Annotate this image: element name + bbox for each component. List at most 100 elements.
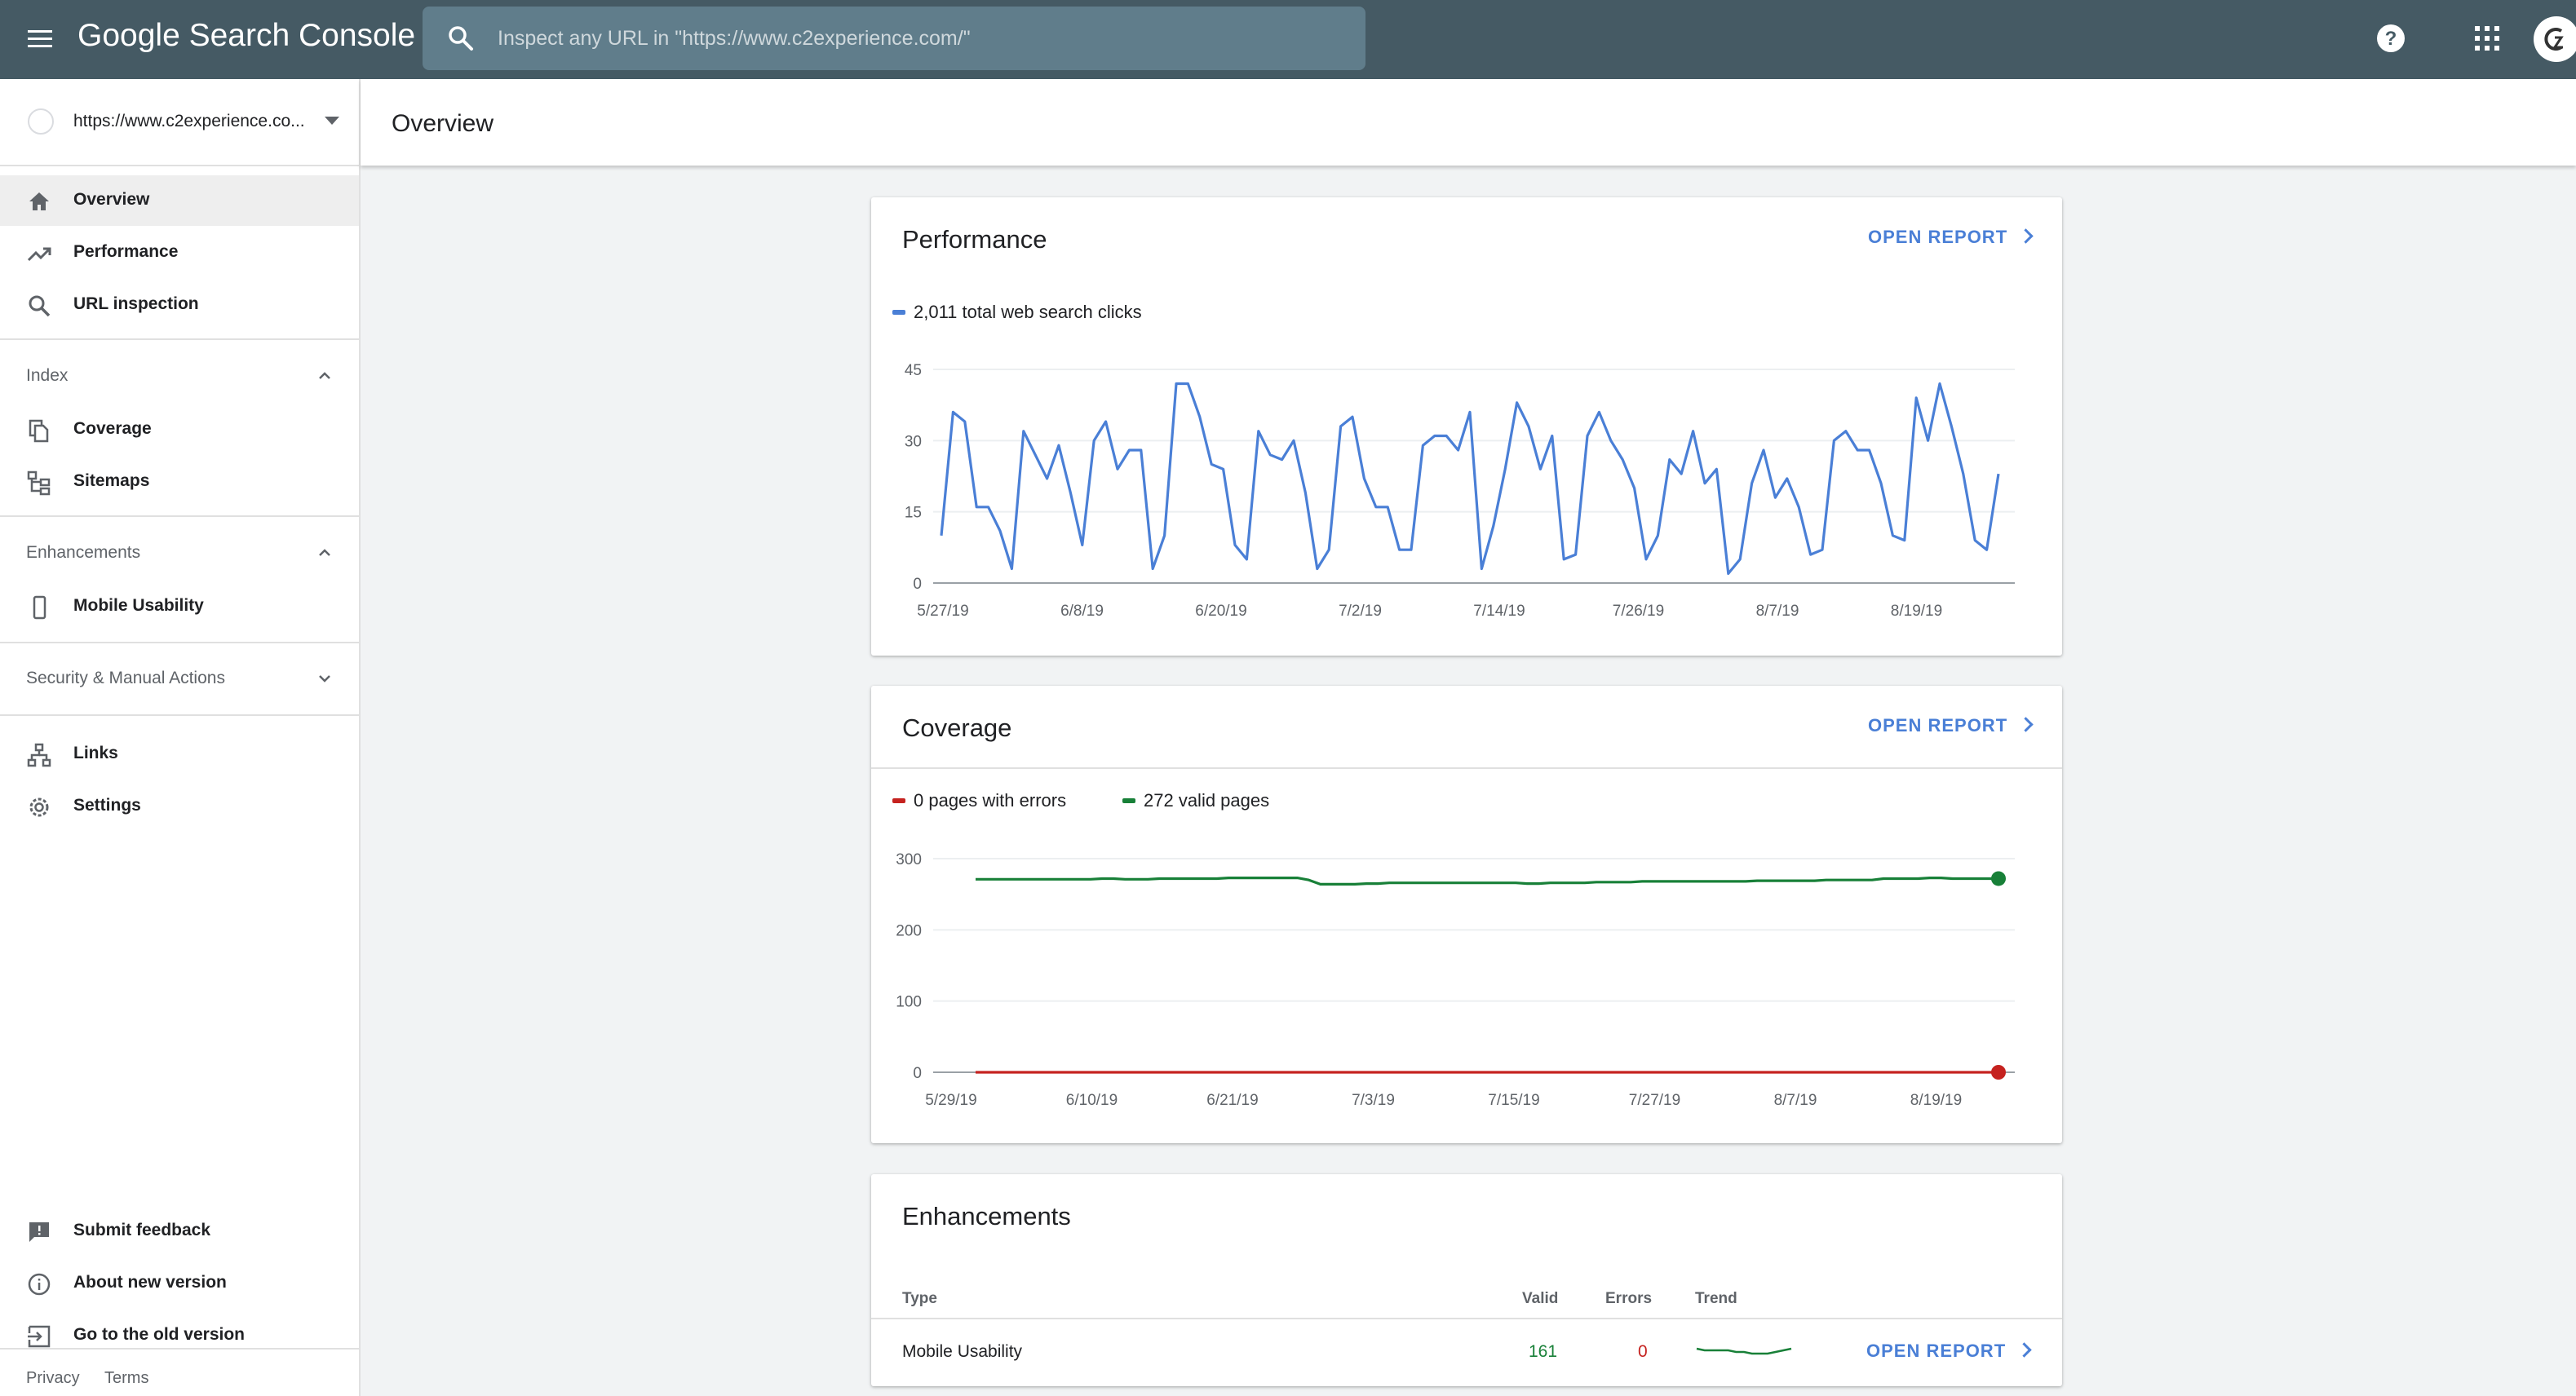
sidebar-item-label: About new version [73,1273,227,1292]
menu-icon[interactable] [24,21,57,57]
help-icon[interactable]: ? [2375,23,2406,54]
column-header-type: Type [902,1290,937,1307]
x-tick-label: 7/2/19 [1339,603,1382,620]
x-tick-label: 6/8/19 [1060,603,1104,620]
card-divider [871,767,2062,769]
y-tick-label: 30 [905,433,922,450]
divider [0,714,359,716]
divider [0,515,359,517]
x-tick-label: 7/3/19 [1352,1092,1395,1109]
sidebar-item-submit-feedback[interactable]: Submit feedback [0,1206,359,1257]
page-header: Overview [361,79,2576,166]
apps-grid-icon[interactable] [2475,26,2499,51]
url-inspect-search[interactable] [423,7,1365,70]
sidebar-item-about-new-version[interactable]: About new version [0,1258,359,1309]
terms-link[interactable]: Terms [104,1369,149,1387]
column-header-errors: Errors [1605,1290,1653,1307]
chevron-down-icon[interactable] [315,669,334,688]
sitemap-icon [26,470,52,496]
section-heading: Enhancements [26,543,141,562]
performance-card: Performance OPEN REPORT 2,011 total web … [871,197,2062,656]
coverage-legend-errors[interactable]: 0 pages with errors [892,790,1066,811]
divider [0,642,359,643]
x-tick-label: 7/14/19 [1473,603,1525,620]
series-line [976,877,1998,886]
enhancement-open-report-button[interactable]: OPEN REPORT [1866,1341,2032,1362]
y-tick-label: 300 [896,851,922,868]
sidebar-item-url-inspection[interactable]: URL inspection [0,280,359,330]
y-tick-label: 100 [896,994,922,1011]
coverage-legend-valid[interactable]: 272 valid pages [1122,790,1269,811]
chevron-up-icon[interactable] [315,366,334,386]
column-header-trend: Trend [1695,1290,1737,1307]
x-tick-label: 8/19/19 [1891,603,1942,620]
top-bar: Google Search Console ? [0,0,2576,79]
y-tick-label: 0 [913,576,922,593]
app-title[interactable]: Google Search Console [77,18,416,53]
card-title: Performance [902,225,1047,254]
links-icon [26,742,52,768]
divider [0,338,359,340]
sidebar-item-sitemaps[interactable]: Sitemaps [0,457,359,507]
x-tick-label: 7/15/19 [1488,1092,1539,1109]
sidebar-item-label: Links [73,744,118,762]
y-tick-label: 45 [905,362,922,379]
performance-chart: 45 30 15 0 5/27/19 6/8/19 6/20/19 7/2/19 7/14/19… [905,362,2015,620]
sidebar-item-old-version[interactable]: Go to the old version [0,1310,359,1361]
y-tick-label: 200 [896,922,922,939]
series-end-point [1991,1065,2006,1080]
performance-legend[interactable]: 2,011 total web search clicks [892,302,1142,323]
sidebar-item-label: URL inspection [73,294,199,313]
table-row[interactable]: Mobile Usability 161 0 OPEN REPORT [871,1318,2062,1383]
column-header-valid: Valid [1522,1290,1559,1307]
section-security[interactable]: Security & Manual Actions [0,656,359,703]
section-enhancements[interactable]: Enhancements [0,530,359,577]
file-copy-icon [26,417,52,444]
sidebar-item-label: Coverage [73,419,152,438]
sidebar-item-overview[interactable]: Overview [0,175,359,226]
series-line [940,382,2000,575]
property-selector[interactable]: https://www.c2experience.co... [0,79,359,166]
sidebar-item-settings[interactable]: Settings [0,781,359,832]
sidebar-item-label: Sitemaps [73,471,150,490]
chevron-up-icon[interactable] [315,543,334,563]
search-icon[interactable] [445,23,476,54]
feedback-icon [26,1219,52,1245]
x-tick-label: 6/21/19 [1206,1092,1258,1109]
exit-icon [26,1323,52,1350]
legend-label: 272 valid pages [1144,790,1270,811]
legend-label: 2,011 total web search clicks [914,302,1142,322]
coverage-chart: 300 200 100 05/29/19 6/10/19 6/21/19 7/3/19 7/1… [896,851,2015,1109]
enhancement-trend-sparkline [1696,1347,1792,1355]
sidebar-item-label: Performance [73,242,179,261]
sidebar-item-links[interactable]: Links [0,729,359,780]
trending-up-icon [26,241,52,267]
section-heading: Index [26,366,69,385]
phone-icon [26,594,52,621]
enhancement-type: Mobile Usability [902,1342,1023,1361]
open-report-label: OPEN REPORT [1868,715,2008,736]
sidebar-item-label: Go to the old version [73,1325,246,1344]
home-icon [26,188,52,214]
divider [0,1348,359,1350]
x-tick-label: 6/20/19 [1195,603,1246,620]
card-title: Coverage [902,713,1012,742]
card-title: Enhancements [902,1202,1071,1230]
dropdown-arrow-icon[interactable] [325,117,339,125]
performance-open-report-button[interactable]: OPEN REPORT [1868,227,2034,248]
url-inspect-input[interactable] [498,7,1346,70]
coverage-card: Coverage OPEN REPORT 0 pages with errors… [871,686,2062,1143]
account-avatar[interactable] [2534,16,2576,62]
section-index[interactable]: Index [0,353,359,400]
svg-text:?: ? [2385,28,2397,50]
open-report-label: OPEN REPORT [1868,227,2008,247]
sidebar-item-coverage[interactable]: Coverage [0,404,359,455]
privacy-link[interactable]: Privacy [26,1369,80,1387]
coverage-open-report-button[interactable]: OPEN REPORT [1868,715,2034,736]
chevron-right-icon [2016,1342,2032,1358]
sidebar-item-mobile-usability[interactable]: Mobile Usability [0,581,359,632]
search-icon [26,293,52,319]
enhancement-error-count: 0 [1638,1342,1648,1361]
y-tick-label: 15 [905,505,922,522]
sidebar-item-performance[interactable]: Performance [0,228,359,278]
